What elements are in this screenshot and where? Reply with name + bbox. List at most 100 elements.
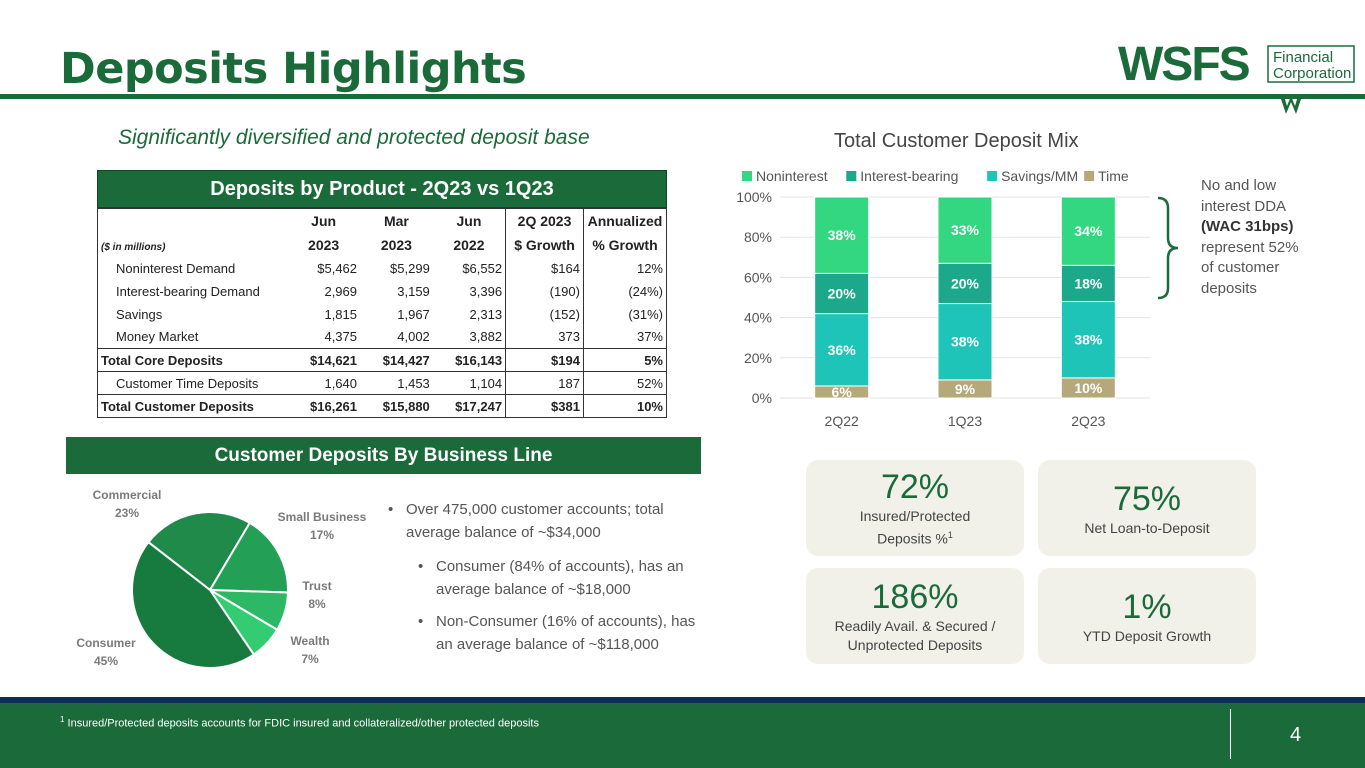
cell-value: 4,375: [324, 329, 358, 345]
cell-value: 52%: [582, 371, 667, 395]
pie-label-trust: Trust 8%: [302, 579, 332, 611]
pie-label-wealth: Wealth 7%: [290, 634, 330, 666]
cell-value: 1,815: [324, 306, 358, 322]
cell-value: 1,104: [469, 375, 503, 391]
y-tick-label: 100%: [736, 189, 772, 205]
col-header-bottom: 2022: [453, 236, 485, 253]
cell-value: 3,396: [469, 283, 503, 299]
col-header-top: Jun: [311, 212, 337, 229]
col-header-top: Annualized: [582, 208, 667, 233]
row-label: Total Core Deposits: [97, 348, 288, 372]
bar-data-label: 36%: [828, 342, 857, 358]
legend-swatch: [846, 171, 857, 181]
cell-value: $17,247: [432, 394, 506, 418]
legend-label: Noninterest: [756, 168, 828, 184]
row-label: Savings: [116, 306, 163, 322]
table-row: Customer Time Deposits 1,640 1,453 1,104 187…: [98, 371, 667, 395]
kpi-deposit-growth: 1% YTD Deposit Growth: [1038, 568, 1256, 664]
y-tick-label: 0%: [752, 390, 772, 406]
business-pie-chart: [131, 511, 289, 669]
cell-value: (24%): [582, 279, 667, 303]
cell-value: 373: [505, 325, 584, 349]
bar-segment-noninterest: [814, 196, 870, 274]
kpi-readily-available: 186% Readily Avail. & Secured / Unprotec…: [806, 568, 1024, 664]
y-tick-label: 40%: [744, 310, 772, 326]
footer-divider: [1230, 709, 1231, 759]
table-row: Money Market 4,375 4,002 3,882 373 37%: [98, 325, 667, 349]
pie-slice-small-business: [208, 521, 289, 594]
bar-data-label: 34%: [1074, 223, 1103, 239]
cell-value: (31%): [582, 302, 667, 326]
legend-label: Savings/MM: [1001, 168, 1078, 184]
pie-label-consumer: Consumer 45%: [76, 636, 136, 668]
row-label: Interest-bearing Demand: [116, 283, 260, 299]
cell-value: $164: [505, 256, 584, 280]
col-header-bottom: 2023: [380, 236, 412, 253]
col-header-bottom: % Growth: [582, 232, 667, 257]
logo-main: WSFS: [1118, 40, 1250, 91]
cell-value: (152): [505, 302, 584, 326]
bar-segment-savings-mm: [814, 313, 870, 387]
cell-value: 1,640: [324, 375, 358, 391]
bar-segment-savings-mm: [937, 303, 993, 381]
legend-label: Time: [1098, 168, 1129, 184]
x-tick-label: 2Q22: [825, 413, 859, 429]
row-label: Money Market: [116, 329, 199, 345]
bar-segment-noninterest: [937, 196, 993, 264]
kpi-loan-to-deposit: 75% Net Loan-to-Deposit: [1038, 460, 1256, 556]
deposits-table-grid: Jun Mar Jun 2Q 2023 Annualized ($ in mil…: [97, 208, 667, 418]
cell-value: $6,552: [462, 260, 503, 276]
page-title: Deposits Highlights: [60, 44, 527, 94]
cell-value: $15,880: [360, 394, 433, 418]
bullet-non-consumer: • Non-Consumer (16% of accounts), has an…: [418, 613, 696, 653]
bar-data-label: 38%: [1074, 332, 1103, 348]
cell-value: $16,261: [287, 394, 361, 418]
bar-segment-interest-bearing: [814, 272, 870, 315]
pie-label-commercial: Commercial 23%: [92, 488, 162, 520]
cell-value: 2,313: [469, 306, 503, 322]
cell-value: 1,453: [397, 375, 430, 391]
bar-segment-savings-mm: [1060, 301, 1116, 379]
bar-data-label: 9%: [955, 381, 976, 397]
bar-data-label: 33%: [951, 222, 980, 238]
y-tick-label: 60%: [744, 269, 772, 285]
brace-icon: [1157, 196, 1179, 300]
logo-line2: Corporation: [1273, 65, 1351, 82]
bullet-accounts: • Over 475,000 customer accounts; total …: [388, 501, 664, 541]
units-label: ($ in millions): [101, 241, 166, 253]
cell-value: $5,462: [317, 260, 358, 276]
footnote: 1 Insured/Protected deposits accounts fo…: [60, 715, 539, 730]
bar-segment-interest-bearing: [1060, 264, 1116, 303]
pie-slice-commercial: [146, 511, 252, 592]
bar-data-label: 6%: [832, 384, 853, 400]
subtitle: Significantly diversified and protected …: [118, 126, 590, 149]
cell-value: $14,427: [360, 348, 433, 372]
table-row: Interest-bearing Demand 2,969 3,159 3,396 (1…: [98, 279, 667, 303]
footer-bar: [0, 697, 1365, 768]
cell-value: (190): [505, 279, 584, 303]
x-tick-label: 2Q23: [1071, 413, 1105, 429]
cell-value: 5%: [582, 348, 667, 372]
cell-value: 2,969: [324, 283, 358, 299]
wsfs-logo: WSFS Financial Corporation: [1118, 40, 1355, 114]
logo-line1: Financial: [1273, 49, 1333, 66]
cell-value: 4,002: [397, 329, 430, 345]
cell-value: $381: [505, 394, 584, 418]
bar-segment-noninterest: [1060, 196, 1116, 266]
bar-data-label: 18%: [1074, 275, 1103, 291]
title-rule: [0, 94, 1365, 99]
table-row: Total Customer Deposits $16,261 $15,880 $17…: [97, 394, 667, 418]
cell-value: $5,299: [390, 260, 430, 276]
dda-note: No and low interest DDA (WAC 31bps) repr…: [1201, 177, 1299, 297]
bar-segment-interest-bearing: [937, 262, 993, 305]
legend-swatch: [987, 171, 998, 181]
bar-data-label: 20%: [951, 275, 980, 291]
row-label: Customer Time Deposits: [116, 375, 259, 391]
col-header-bottom: 2023: [308, 236, 340, 253]
col-header-bottom: $ Growth: [505, 232, 584, 257]
bar-data-label: 38%: [951, 334, 980, 350]
row-label: Noninterest Demand: [116, 260, 236, 276]
table-row: Savings 1,815 1,967 2,313 (152) (31%): [98, 302, 667, 326]
cell-value: 37%: [582, 325, 667, 349]
cell-value: 3,882: [469, 329, 503, 345]
